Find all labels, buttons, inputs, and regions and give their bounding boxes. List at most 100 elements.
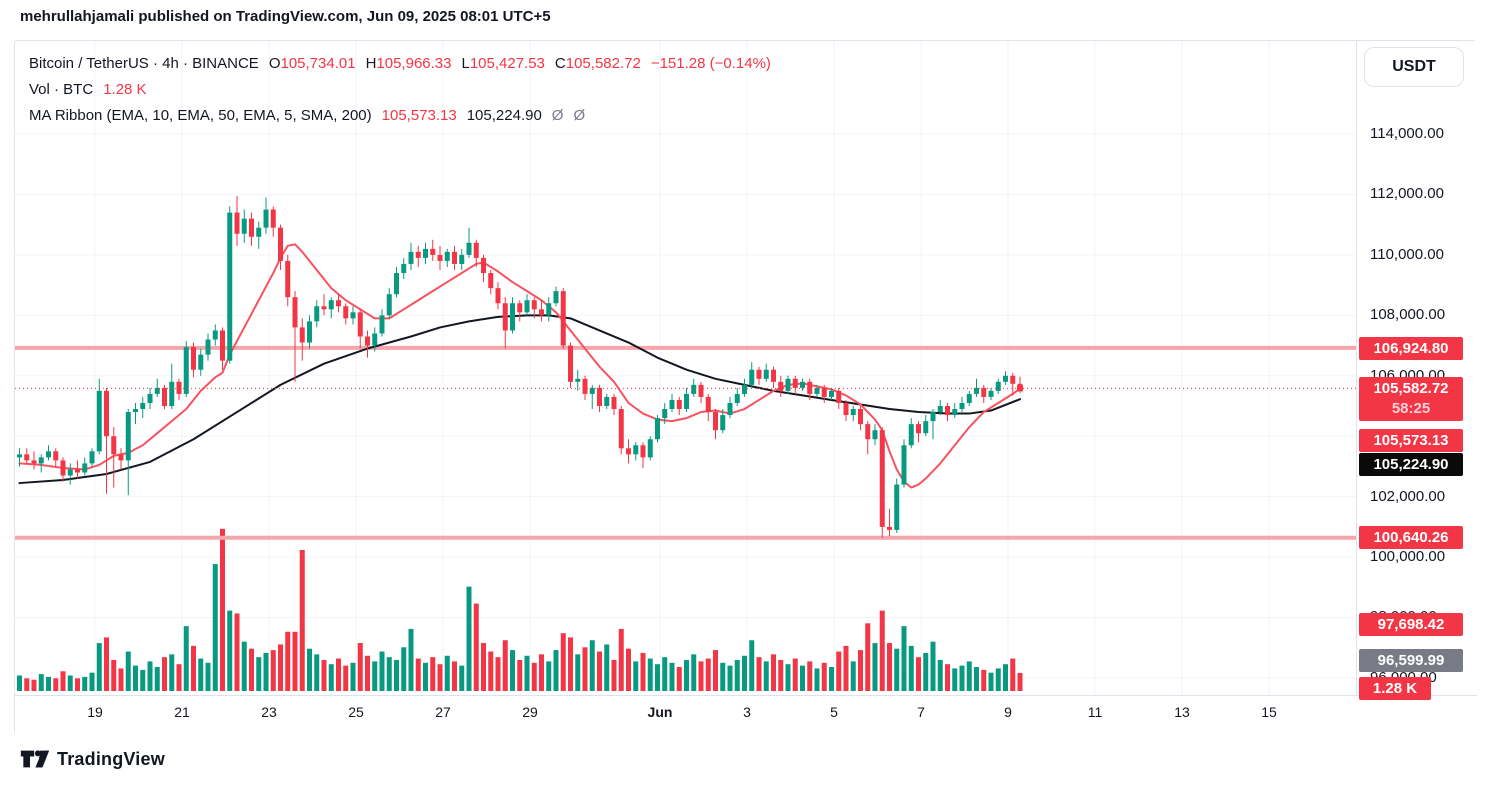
candle-body bbox=[96, 390, 102, 452]
ohlc-open-value: 105,734.01 bbox=[280, 55, 356, 72]
candle-body bbox=[901, 445, 907, 485]
volume-bar bbox=[524, 655, 530, 691]
candle-body bbox=[626, 448, 631, 455]
volume-bar bbox=[466, 586, 472, 691]
volume-bar bbox=[974, 667, 979, 691]
candle-body bbox=[437, 254, 443, 261]
candle-body bbox=[959, 402, 965, 410]
volume-bar bbox=[510, 650, 515, 691]
time-axis-label: 19 bbox=[87, 704, 103, 720]
legend-volume-row[interactable]: Vol · BTC 1.28 K bbox=[29, 77, 771, 103]
candle-body bbox=[836, 390, 842, 403]
volume-bar bbox=[17, 675, 22, 691]
candle-body bbox=[669, 399, 675, 410]
candle-body bbox=[328, 300, 334, 310]
volume-bar bbox=[162, 657, 167, 691]
candle-body bbox=[821, 387, 827, 397]
candle-body bbox=[618, 409, 624, 449]
legend-ma-ribbon-row[interactable]: MA Ribbon (EMA, 10, EMA, 50, EMA, 5, SMA… bbox=[29, 103, 771, 129]
volume-label: Vol · BTC bbox=[29, 81, 94, 98]
ohlc-close-value: 105,582.72 bbox=[565, 55, 641, 72]
time-axis[interactable]: 19 21 23 25 27 29 Jun 3 5 7 9 11 13 15 bbox=[15, 695, 1477, 735]
time-axis-label: 13 bbox=[1174, 704, 1190, 720]
volume-bar bbox=[611, 659, 617, 691]
volume-bar bbox=[481, 643, 486, 691]
volume-value: 1.28 K bbox=[103, 81, 147, 98]
volume-bar bbox=[350, 662, 356, 691]
ohlc-high-label: H bbox=[365, 55, 377, 72]
currency-toggle-button[interactable]: USDT bbox=[1364, 47, 1464, 87]
volume-bar bbox=[459, 665, 465, 691]
time-axis-label: 23 bbox=[261, 704, 277, 720]
candle-body bbox=[495, 288, 501, 304]
volume-bar bbox=[720, 662, 726, 691]
time-axis-label: 11 bbox=[1087, 704, 1103, 720]
candle-body bbox=[162, 387, 167, 406]
volume-bar bbox=[676, 667, 682, 691]
volume-bar bbox=[198, 658, 204, 691]
tradingview-logo[interactable]: TradingView bbox=[20, 746, 165, 772]
volume-bar bbox=[923, 652, 929, 691]
candle-body bbox=[343, 306, 349, 319]
candle-body bbox=[386, 294, 392, 316]
volume-bar bbox=[212, 564, 218, 691]
candle-body bbox=[742, 384, 747, 394]
candle-body bbox=[546, 303, 552, 316]
volume-bar bbox=[756, 657, 762, 691]
volume-bar bbox=[705, 658, 711, 691]
ohlc-low-value: 105,427.53 bbox=[469, 55, 545, 72]
candle-countdown: 58:25 bbox=[1391, 400, 1431, 417]
candle-body bbox=[575, 378, 581, 382]
volume-bar bbox=[937, 659, 943, 691]
candle-body bbox=[212, 330, 218, 340]
volume-bar bbox=[560, 633, 566, 691]
price-axis[interactable]: 114,000.00 112,000.00 110,000.00 108,000.00… bbox=[1356, 41, 1477, 700]
price-axis-label: 110,000.00 bbox=[1370, 246, 1444, 263]
volume-bar bbox=[589, 640, 595, 691]
volume-bar bbox=[147, 661, 153, 691]
time-axis-label: 25 bbox=[348, 704, 364, 720]
candle-body bbox=[234, 212, 240, 234]
volume-bar bbox=[633, 661, 639, 691]
candle-body bbox=[299, 327, 305, 343]
volume-bar bbox=[473, 603, 479, 691]
volume-bar bbox=[517, 659, 523, 691]
volume-bar bbox=[125, 651, 131, 691]
candle-body bbox=[89, 451, 95, 464]
legend-symbol-row[interactable]: Bitcoin / TetherUS · 4h · BINANCE O105,73… bbox=[29, 51, 771, 77]
candle-body bbox=[67, 469, 73, 476]
candle-body bbox=[169, 381, 175, 406]
chart-plot-area[interactable] bbox=[15, 41, 1356, 695]
candle-body bbox=[75, 469, 80, 473]
candle-body bbox=[198, 354, 204, 370]
candle-body bbox=[792, 378, 798, 388]
volume-bar bbox=[850, 661, 856, 691]
candle-body bbox=[53, 451, 59, 461]
volume-bar bbox=[858, 650, 863, 691]
volume-bar bbox=[734, 659, 740, 691]
candle-body bbox=[38, 457, 44, 464]
tradingview-logo-text: TradingView bbox=[57, 748, 165, 769]
candle-body bbox=[923, 421, 929, 434]
volume-bar bbox=[241, 641, 247, 691]
volume-bar bbox=[502, 640, 508, 691]
candle-body bbox=[82, 463, 88, 473]
volume-bar bbox=[887, 643, 892, 691]
time-axis-label: 7 bbox=[917, 704, 925, 720]
candle-body bbox=[553, 291, 559, 304]
volume-bar bbox=[183, 626, 189, 691]
time-axis-label: 27 bbox=[435, 704, 451, 720]
volume-bar bbox=[647, 658, 653, 691]
candle-body bbox=[865, 424, 871, 440]
candle-body bbox=[31, 460, 37, 464]
candle-body bbox=[524, 300, 530, 313]
candlestick-chart[interactable] bbox=[15, 41, 1356, 695]
ma-ribbon-value-sma: 105,224.90 bbox=[466, 107, 542, 124]
ohlc-close-label: C bbox=[554, 55, 566, 72]
sma-200-line bbox=[18, 314, 1021, 485]
candle-body bbox=[111, 436, 117, 455]
ma-ribbon-value-ema: 105,573.13 bbox=[381, 107, 457, 124]
volume-bar bbox=[292, 631, 298, 691]
candle-body bbox=[481, 257, 486, 274]
